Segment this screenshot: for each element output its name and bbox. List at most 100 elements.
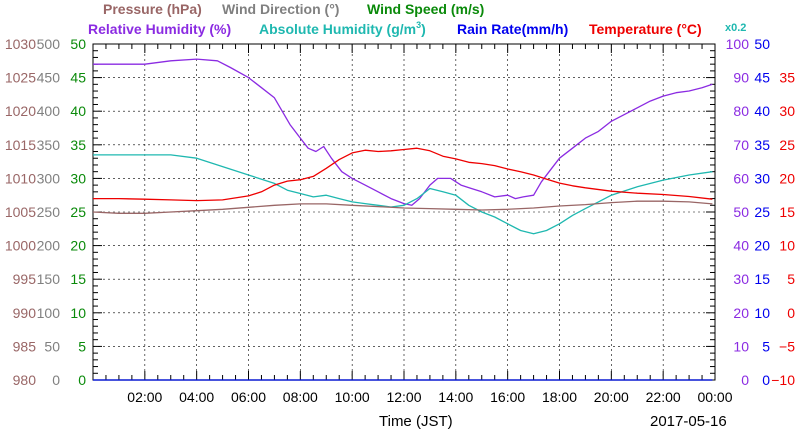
- series-layer: [92, 58, 713, 381]
- y-tick-label-pressure: 980: [13, 372, 37, 388]
- y-tick-label-rain_rate: 25: [754, 204, 770, 220]
- y-tick-label-wind_direction: 0: [52, 372, 60, 388]
- y-tick-label-relative_humidity: 60: [733, 170, 749, 186]
- y-tick-label-wind_direction: 100: [37, 305, 61, 321]
- y-tick-label-pressure: 1010: [5, 170, 36, 186]
- date-label: 2017-05-16: [650, 413, 727, 430]
- x-tick-label: 04:00: [179, 389, 214, 405]
- y-tick-label-rain_rate: 5: [762, 338, 770, 354]
- x-tick-label: 12:00: [386, 389, 421, 405]
- legend-row-2: Relative Humidity (%) Absolute Humidity …: [88, 20, 746, 37]
- y-tick-label-temperature: 35: [779, 70, 795, 86]
- grid: [93, 44, 715, 380]
- y-tick-label-temperature: 25: [779, 137, 795, 153]
- y-tick-label-wind_direction: 300: [37, 170, 61, 186]
- legend-wind-speed: Wind Speed (m/s): [367, 1, 484, 17]
- y-tick-label-pressure: 990: [13, 305, 37, 321]
- y-tick-label-wind_direction: 350: [37, 137, 61, 153]
- y-tick-label-relative_humidity: 70: [733, 137, 749, 153]
- legend-rain-rate: Rain Rate(mm/h): [457, 21, 568, 37]
- y-tick-label-pressure: 1015: [5, 137, 36, 153]
- y-tick-label-relative_humidity: 50: [733, 204, 749, 220]
- right-axes: 1009080706050403020100504540353025201510…: [726, 36, 796, 388]
- legend-pressure: Pressure (hPa): [103, 1, 202, 17]
- y-tick-label-relative_humidity: 10: [733, 338, 749, 354]
- legend-scale-note: x0.2: [725, 22, 746, 34]
- y-tick-label-wind_speed: 45: [70, 70, 86, 86]
- y-tick-label-wind_speed: 0: [78, 372, 86, 388]
- y-tick-label-rain_rate: 10: [754, 305, 770, 321]
- y-tick-label-wind_speed: 25: [70, 204, 86, 220]
- x-axis-label: Time (JST): [379, 413, 453, 430]
- x-tick-label: 06:00: [231, 389, 266, 405]
- y-tick-label-rain_rate: 45: [754, 70, 770, 86]
- y-tick-label-wind_speed: 30: [70, 170, 86, 186]
- y-tick-label-temperature: 15: [779, 204, 795, 220]
- series-line-pressure: [92, 200, 713, 214]
- series-line-absolute_humidity: [93, 154, 713, 235]
- y-tick-label-pressure: 1025: [5, 70, 36, 86]
- series-line-temperature: [93, 147, 713, 202]
- x-tick-label: 16:00: [490, 389, 525, 405]
- y-tick-label-pressure: 985: [13, 338, 37, 354]
- y-tick-label-rain_rate: 50: [754, 36, 770, 52]
- x-tick-label: 08:00: [283, 389, 318, 405]
- y-tick-label-relative_humidity: 90: [733, 70, 749, 86]
- y-tick-label-rain_rate: 30: [754, 170, 770, 186]
- y-tick-label-temperature: −10: [771, 372, 795, 388]
- y-tick-label-pressure: 1020: [5, 103, 36, 119]
- legend-absolute-humidity: Absolute Humidity (g/m3): [259, 20, 426, 37]
- y-tick-label-wind_direction: 450: [37, 70, 61, 86]
- legend-wind-direction: Wind Direction (°): [222, 1, 339, 17]
- y-tick-label-wind_direction: 200: [37, 238, 61, 254]
- y-tick-label-temperature: 10: [779, 238, 795, 254]
- y-tick-label-wind_speed: 10: [70, 305, 86, 321]
- x-tick-label: 10:00: [335, 389, 370, 405]
- y-tick-label-temperature: 20: [779, 170, 795, 186]
- y-tick-label-rain_rate: 20: [754, 238, 770, 254]
- y-tick-label-relative_humidity: 20: [733, 305, 749, 321]
- legend-temperature: Temperature (°C): [589, 21, 702, 37]
- y-tick-label-wind_speed: 15: [70, 271, 86, 287]
- y-tick-label-wind_speed: 35: [70, 137, 86, 153]
- y-tick-label-pressure: 1005: [5, 204, 36, 220]
- legend-relative-humidity: Relative Humidity (%): [88, 21, 231, 37]
- x-tick-label: 02:00: [127, 389, 162, 405]
- x-tick-label: 18:00: [542, 389, 577, 405]
- y-tick-label-relative_humidity: 0: [741, 372, 749, 388]
- y-tick-label-relative_humidity: 80: [733, 103, 749, 119]
- x-tick-label: 20:00: [594, 389, 629, 405]
- y-tick-label-rain_rate: 15: [754, 271, 770, 287]
- y-tick-label-wind_speed: 5: [78, 338, 86, 354]
- legend-row-1: Pressure (hPa) Wind Direction (°) Wind S…: [103, 1, 484, 17]
- y-tick-label-relative_humidity: 40: [733, 238, 749, 254]
- x-tick-label: 14:00: [438, 389, 473, 405]
- y-tick-label-temperature: 5: [787, 271, 795, 287]
- left-axes: 1030102510201015101010051000995990985980…: [5, 36, 86, 388]
- x-tick-label: 00:00: [697, 389, 732, 405]
- y-tick-label-wind_speed: 20: [70, 238, 86, 254]
- y-tick-label-pressure: 1000: [5, 238, 36, 254]
- x-axis: 02:00 04:00 06:00 08:00 10:00 12:00 14:00 16:00…: [127, 389, 732, 405]
- y-tick-label-pressure: 995: [13, 271, 37, 287]
- y-tick-label-wind_direction: 50: [44, 338, 60, 354]
- y-tick-label-rain_rate: 0: [762, 372, 770, 388]
- y-tick-label-temperature: −5: [779, 338, 795, 354]
- y-tick-label-relative_humidity: 100: [726, 36, 750, 52]
- x-tick-label: 22:00: [646, 389, 681, 405]
- y-tick-label-rain_rate: 35: [754, 137, 770, 153]
- y-tick-label-relative_humidity: 30: [733, 271, 749, 287]
- y-tick-label-rain_rate: 40: [754, 103, 770, 119]
- y-tick-label-wind_direction: 500: [37, 36, 61, 52]
- y-tick-label-temperature: 30: [779, 103, 795, 119]
- y-tick-label-wind_speed: 50: [70, 36, 86, 52]
- y-tick-label-wind_direction: 400: [37, 103, 61, 119]
- y-tick-label-wind_direction: 250: [37, 204, 61, 220]
- y-tick-label-wind_direction: 150: [37, 271, 61, 287]
- series-line-relative_humidity: [93, 58, 713, 206]
- y-tick-label-wind_speed: 40: [70, 103, 86, 119]
- axis-ticks: [93, 44, 715, 380]
- y-tick-label-pressure: 1030: [5, 36, 36, 52]
- y-tick-label-temperature: 0: [787, 305, 795, 321]
